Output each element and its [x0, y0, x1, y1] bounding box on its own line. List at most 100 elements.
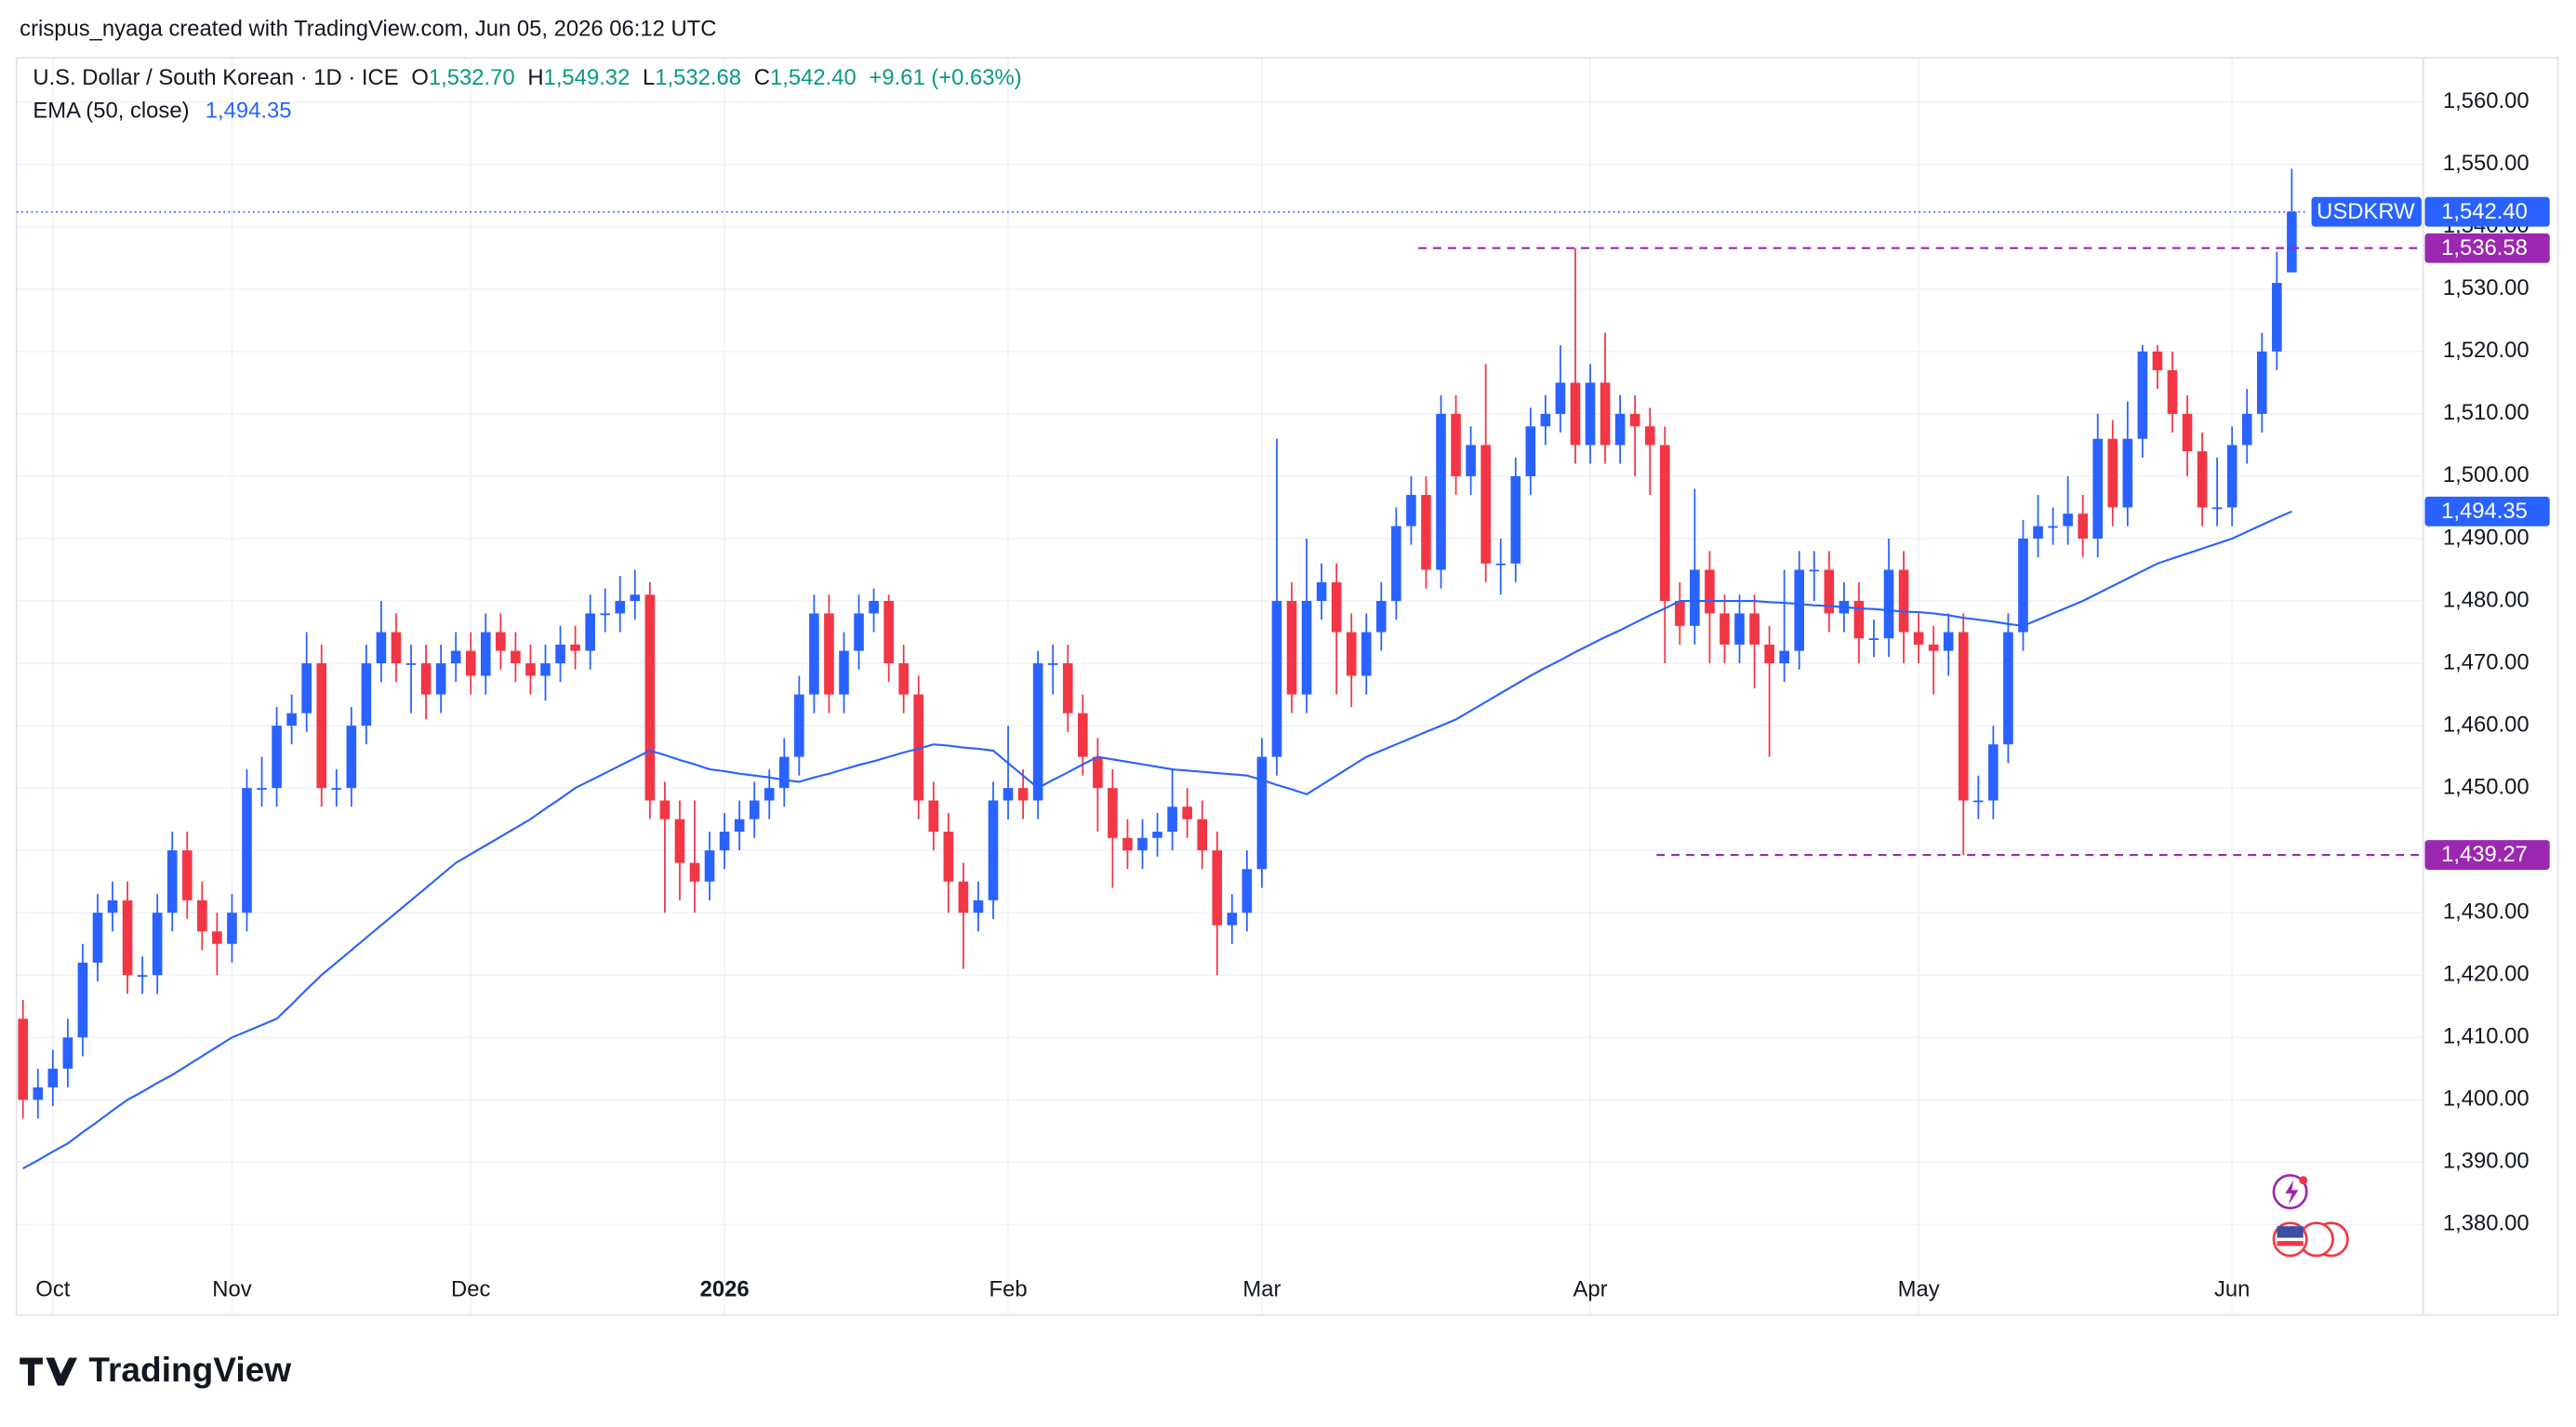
- candle-body: [1197, 819, 1208, 851]
- candle-body: [331, 788, 342, 790]
- candle-body: [212, 931, 222, 944]
- candle-body: [197, 900, 207, 932]
- candle-body: [1510, 475, 1521, 564]
- y-tick-label: 1,420.00: [2443, 962, 2530, 987]
- candle-body: [1720, 613, 1730, 645]
- candle-body: [913, 694, 924, 801]
- candle-body: [1973, 800, 1984, 803]
- candle-body: [1481, 445, 1491, 564]
- candle-body: [570, 644, 580, 651]
- x-tick-label: Oct: [35, 1276, 70, 1301]
- candle-body: [1913, 632, 1924, 645]
- ema-tag: [2424, 496, 2550, 527]
- low-value: 1,532.68: [655, 65, 741, 90]
- candle-body: [883, 601, 894, 664]
- x-tick-label: Feb: [989, 1276, 1028, 1301]
- candle-body: [2033, 526, 2043, 539]
- brand-logo: [20, 1357, 78, 1386]
- candle-body: [1614, 413, 1626, 446]
- candle-body: [943, 832, 954, 882]
- y-tick-label: 1,460.00: [2443, 712, 2530, 737]
- candle-body: [2078, 513, 2088, 539]
- candle-body: [1659, 445, 1670, 602]
- candle-body: [2107, 438, 2118, 508]
- candle-body: [2092, 438, 2104, 539]
- candle-body: [1301, 601, 1312, 695]
- candle-body: [1047, 663, 1058, 665]
- candle-body: [77, 962, 88, 1038]
- symbol: U.S. Dollar / South Korean · 1D · ICE: [33, 65, 398, 90]
- candle-body: [704, 850, 715, 882]
- candle-body: [47, 1068, 59, 1087]
- close-label: C: [754, 65, 770, 90]
- candle-body: [734, 819, 745, 833]
- candle-body: [391, 632, 402, 664]
- level-tag: [2424, 233, 2550, 263]
- candle-body: [585, 613, 595, 651]
- y-tick-label: 1,490.00: [2443, 525, 2530, 550]
- y-tick-label: 1,470.00: [2443, 649, 2530, 674]
- candle-body: [1137, 837, 1148, 851]
- last-price-tag: [2424, 196, 2550, 227]
- candle-body: [1242, 869, 1253, 914]
- level-tag-label: 1,536.58: [2441, 235, 2528, 260]
- candle-body: [854, 613, 864, 651]
- candle-body: [1122, 837, 1133, 851]
- candle-body: [525, 663, 536, 676]
- change: +9.61 (+0.63%): [869, 65, 1021, 90]
- candle-body: [973, 900, 984, 914]
- candle-body: [1376, 601, 1387, 633]
- candle-body: [450, 650, 461, 664]
- candle-body: [2287, 211, 2297, 273]
- level-tag: [2424, 840, 2550, 870]
- candle-body: [1540, 413, 1551, 427]
- candle-body: [1271, 601, 1282, 757]
- x-tick-label: Apr: [1573, 1276, 1607, 1301]
- candle-body: [1212, 850, 1223, 926]
- candle-body: [465, 650, 476, 676]
- candle-body: [2226, 445, 2237, 508]
- icon-dot: [2299, 1176, 2308, 1185]
- candle-body: [346, 726, 357, 789]
- candle-body: [2152, 351, 2163, 370]
- candle-body: [301, 663, 312, 714]
- y-tick-label: 1,520.00: [2443, 338, 2530, 363]
- close-value: 1,542.40: [770, 65, 856, 90]
- x-tick-label: Jun: [2214, 1276, 2250, 1301]
- icon-glyph: [2285, 1180, 2299, 1206]
- candle-body: [1853, 601, 1865, 639]
- candle-body: [511, 650, 521, 664]
- header: crispus_nyaga created with TradingView.c…: [20, 16, 716, 41]
- candle-body: [1227, 913, 1238, 926]
- candle-body: [1361, 632, 1372, 676]
- candle-body: [1436, 413, 1446, 570]
- candle-body: [1451, 413, 1461, 476]
- flag-part: [2277, 1226, 2304, 1238]
- candle-body: [615, 601, 626, 614]
- candle-body: [1017, 788, 1029, 801]
- candle-body: [1794, 569, 1805, 651]
- open-value: 1,532.70: [429, 65, 515, 90]
- candle-body: [1824, 569, 1835, 614]
- candle-body: [1421, 495, 1431, 570]
- y-tick-label: 1,550.00: [2443, 151, 2530, 176]
- candle-body: [764, 788, 775, 801]
- candle-body: [1600, 382, 1611, 446]
- symbol-tag-label: USDKRW: [2317, 199, 2415, 224]
- candle-body: [1316, 581, 1327, 602]
- candle-body: [1555, 382, 1566, 414]
- candle-body: [420, 663, 432, 695]
- last-price-tag-label: 1,542.40: [2441, 199, 2528, 224]
- open-label: O: [411, 65, 429, 90]
- ema-tag-label: 1,494.35: [2441, 499, 2528, 524]
- candle-body: [107, 900, 118, 914]
- candle-body: [2003, 632, 2013, 745]
- grid: [16, 58, 2423, 1315]
- y-tick-label: 1,510.00: [2443, 400, 2530, 425]
- candle-body: [496, 632, 506, 651]
- candle-body: [1883, 569, 1894, 639]
- candle-body: [644, 594, 656, 801]
- candle-body: [92, 913, 103, 963]
